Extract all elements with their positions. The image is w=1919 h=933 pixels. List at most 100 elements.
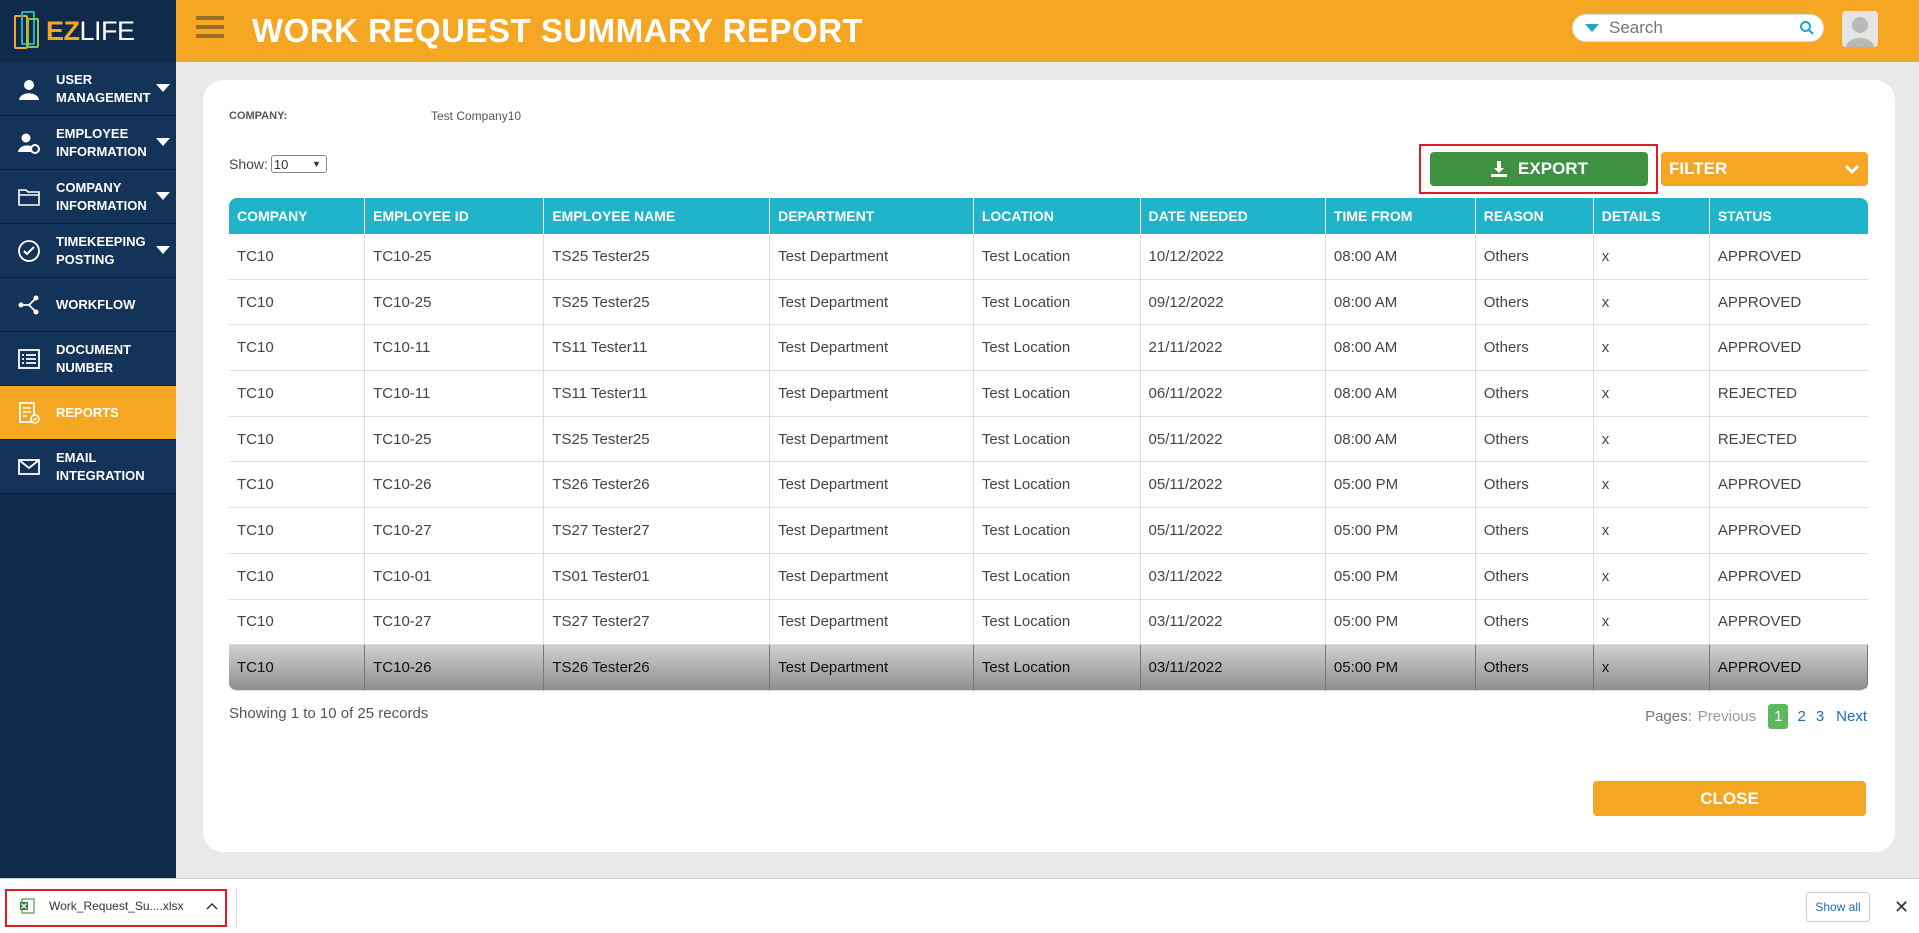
sidebar-item-workflow[interactable]: WORKFLOW — [0, 278, 176, 332]
column-header[interactable]: LOCATION — [973, 198, 1141, 234]
table-cell: APPROVED — [1709, 554, 1868, 600]
page-size-control: Show: 10 ▼ — [229, 155, 327, 173]
show-all-button[interactable]: Show all — [1806, 892, 1870, 922]
envelope-icon — [16, 454, 42, 480]
table-cell: x — [1593, 279, 1710, 326]
sidebar-item-document-number[interactable]: DOCUMENT NUMBER — [0, 332, 176, 386]
logo-text: EZLIFE — [46, 16, 135, 47]
close-icon[interactable]: ✕ — [1894, 897, 1910, 917]
company-value: Test Company10 — [431, 109, 522, 123]
table-row[interactable]: TC10 TC10-01 TS01 Tester01 Test Department T… — [229, 553, 1868, 600]
table-cell: 06/11/2022 — [1140, 371, 1326, 417]
sidebar-item-timekeeping-posting[interactable]: TIMEKEEPING POSTING — [0, 224, 176, 278]
chevron-up-icon[interactable] — [206, 901, 218, 911]
pager-page-2[interactable]: 2 — [1797, 708, 1806, 725]
sidebar-item-user-management[interactable]: USER MANAGEMENT — [0, 62, 176, 116]
export-highlight-frame — [1419, 144, 1658, 194]
caret-down-icon[interactable] — [156, 246, 170, 254]
table-cell: Others — [1475, 508, 1594, 554]
table-row[interactable]: TC10 TC10-11 TS11 Tester11 Test Department T… — [229, 325, 1868, 372]
pager-next[interactable]: Next — [1836, 708, 1867, 725]
pager-page-1[interactable]: 1 — [1768, 704, 1789, 729]
table-cell: TC10 — [229, 508, 366, 554]
page-size-select[interactable]: 10 ▼ — [270, 155, 327, 173]
table-cell: Test Location — [973, 371, 1141, 417]
logo[interactable]: EZLIFE — [0, 0, 176, 62]
table-cell: TC10-11 — [365, 325, 545, 372]
table-cell: Test Location — [973, 325, 1141, 372]
pager-page-3[interactable]: 3 — [1815, 708, 1825, 725]
caret-down-icon[interactable] — [156, 138, 170, 146]
sidebar-item-label: USER MANAGEMENT — [56, 71, 151, 105]
search-input[interactable] — [1609, 18, 1799, 38]
table-cell: TS11 Tester11 — [544, 325, 771, 372]
close-button[interactable]: CLOSE — [1593, 781, 1866, 816]
download-item[interactable]: Work_Request_Su....xlsx — [19, 898, 184, 914]
table-cell: Test Location — [973, 645, 1141, 691]
table-row[interactable]: TC10 TC10-26 TS26 Tester26 Test Department T… — [229, 462, 1868, 509]
sidebar-item-reports[interactable]: REPORTS — [0, 386, 176, 440]
hamburger-menu-icon[interactable] — [196, 16, 224, 42]
table-row[interactable]: TC10 TC10-27 TS27 Tester27 Test Department T… — [229, 508, 1868, 554]
table-cell: REJECTED — [1709, 371, 1868, 417]
table-cell: Others — [1475, 599, 1594, 646]
column-header[interactable]: DETAILS — [1593, 198, 1710, 234]
table-cell: TC10-25 — [365, 279, 545, 326]
caret-down-icon[interactable] — [156, 192, 170, 200]
avatar[interactable] — [1842, 11, 1878, 47]
column-header[interactable]: EMPLOYEE ID — [365, 198, 545, 234]
pager-previous[interactable]: Previous — [1697, 708, 1757, 725]
table-cell: 08:00 AM — [1325, 279, 1476, 326]
table-row[interactable]: TC10 TC10-25 TS25 Tester25 Test Department T… — [229, 416, 1868, 463]
column-header[interactable]: TIME FROM — [1325, 198, 1476, 234]
table-cell: 21/11/2022 — [1140, 325, 1326, 372]
filter-button[interactable]: FILTER — [1661, 152, 1868, 186]
column-header[interactable]: COMPANY — [229, 198, 366, 234]
records-count: Showing 1 to 10 of 25 records — [229, 705, 429, 722]
table-row[interactable]: TC10 TC10-25 TS25 Tester25 Test Department T… — [229, 234, 1868, 280]
sidebar-item-label: EMAIL INTEGRATION — [56, 449, 145, 483]
search-dropdown-icon[interactable] — [1585, 24, 1599, 32]
sidebar-item-email-integration[interactable]: EMAIL INTEGRATION — [0, 440, 176, 494]
table-cell: TC10-27 — [365, 508, 545, 554]
column-header[interactable]: STATUS — [1709, 198, 1868, 234]
table-cell: TC10 — [229, 553, 366, 600]
sidebar-item-company-information[interactable]: COMPANY INFORMATION — [0, 170, 176, 224]
chevron-down-icon: ▼ — [312, 159, 321, 169]
sidebar-item-label: TIMEKEEPING POSTING — [56, 233, 146, 267]
table-cell: 05:00 PM — [1325, 553, 1476, 600]
table-cell: TC10 — [229, 645, 366, 691]
column-header[interactable]: EMPLOYEE NAME — [544, 198, 771, 234]
table-cell: TC10 — [229, 234, 366, 280]
table-cell: TC10 — [229, 279, 366, 326]
table-cell: TS26 Tester26 — [544, 462, 771, 509]
check-circle-icon — [16, 238, 42, 264]
table-cell: Others — [1475, 279, 1594, 326]
excel-file-icon — [20, 898, 35, 914]
search-icon[interactable] — [1799, 20, 1815, 36]
table-cell: Test Department — [770, 645, 974, 691]
table-row[interactable]: TC10 TC10-11 TS11 Tester11 Test Department T… — [229, 371, 1868, 417]
column-header[interactable]: DEPARTMENT — [770, 198, 974, 234]
table-cell: 03/11/2022 — [1140, 553, 1326, 600]
caret-down-icon[interactable] — [156, 84, 170, 92]
table-cell: Test Location — [973, 462, 1141, 509]
table-row[interactable]: TC10 TC10-25 TS25 Tester25 Test Department T… — [229, 279, 1868, 326]
export-button[interactable]: EXPORT — [1430, 152, 1648, 186]
company-label: COMPANY: — [229, 110, 288, 122]
column-header[interactable]: DATE NEEDED — [1140, 198, 1326, 234]
column-header[interactable]: REASON — [1475, 198, 1594, 234]
download-icon — [1491, 161, 1508, 177]
table-cell: 08:00 AM — [1325, 325, 1476, 372]
table-cell: 08:00 AM — [1325, 416, 1476, 463]
table-cell: TC10-01 — [365, 553, 545, 600]
table-cell: Others — [1475, 553, 1594, 600]
user-icon — [16, 76, 42, 102]
table-row[interactable]: TC10 TC10-26 TS26 Tester26 Test Department T… — [229, 645, 1868, 691]
table-cell: Test Location — [973, 416, 1141, 463]
table-cell: TC10 — [229, 371, 366, 417]
sidebar-item-employee-information[interactable]: EMPLOYEE INFORMATION — [0, 116, 176, 170]
table-row[interactable]: TC10 TC10-27 TS27 Tester27 Test Department T… — [229, 599, 1868, 646]
header: WORK REQUEST SUMMARY REPORT — [176, 0, 1919, 62]
show-label: Show: — [229, 156, 268, 172]
